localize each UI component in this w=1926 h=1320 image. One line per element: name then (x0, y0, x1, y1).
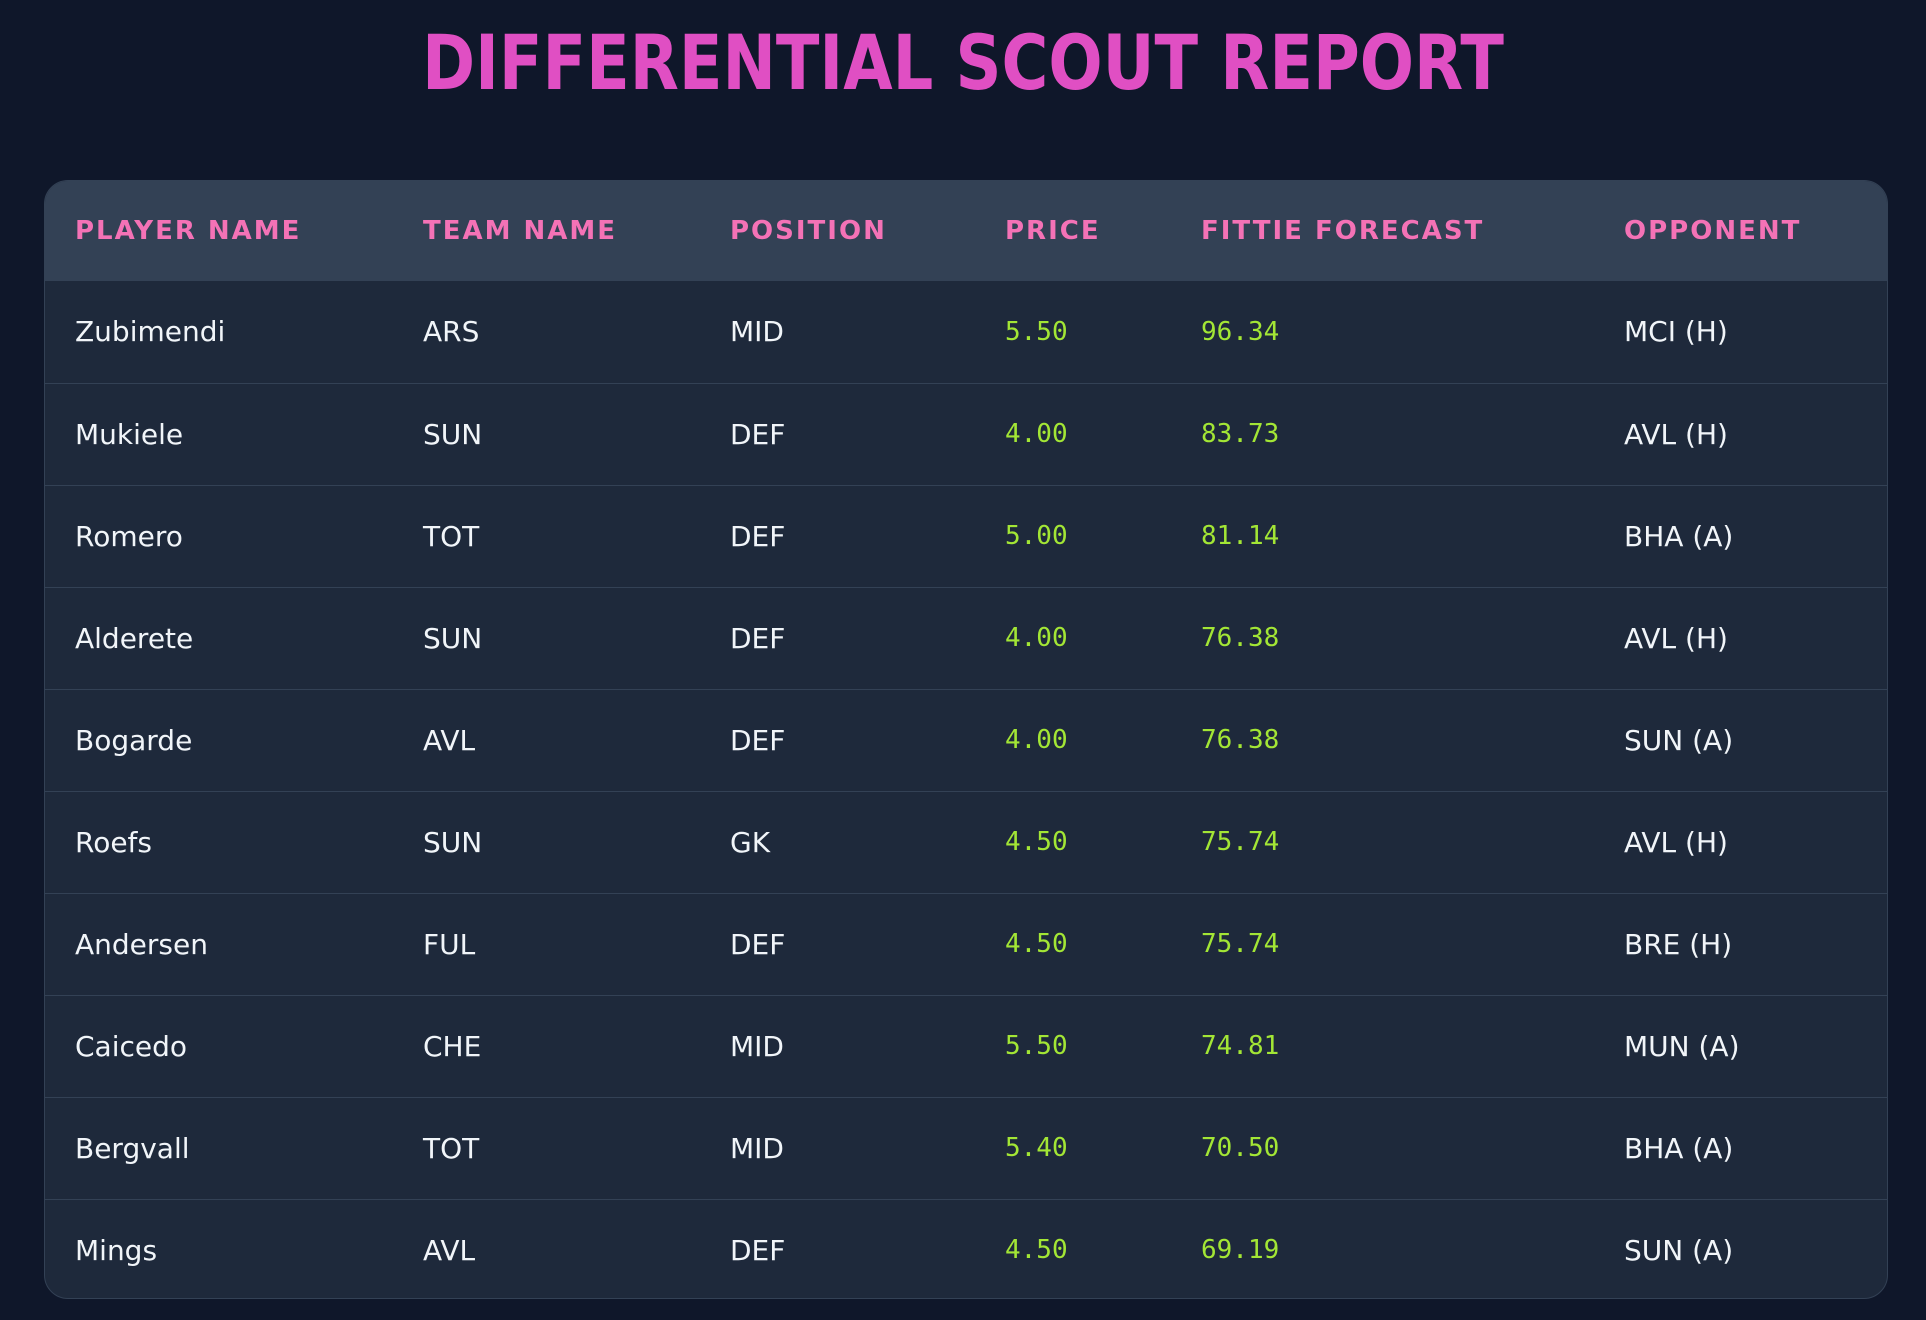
player-name-cell: Mukiele (75, 417, 184, 451)
price-cell: 4.00 (1005, 419, 1068, 449)
fittie-forecast-cell: 83.73 (1201, 419, 1280, 449)
position-cell: DEF (730, 417, 786, 451)
team-name-cell: AVL (423, 723, 476, 757)
column-header-team-name[interactable]: Team Name (423, 216, 618, 246)
column-header-opponent[interactable]: Opponent (1624, 216, 1802, 246)
player-name-cell: Mings (75, 1233, 158, 1267)
team-name-cell: CHE (423, 1029, 482, 1063)
price-cell: 4.00 (1005, 623, 1068, 653)
position-cell: GK (730, 825, 771, 859)
team-name-cell: SUN (423, 417, 483, 451)
opponent-cell: BRE (H) (1624, 927, 1733, 961)
opponent-cell: SUN (A) (1624, 1233, 1734, 1267)
player-name-cell: Bergvall (75, 1131, 190, 1165)
player-name-cell: Caicedo (75, 1029, 188, 1063)
scout-table: Player Name Team Name Position Price Fit… (45, 181, 1887, 1298)
fittie-forecast-cell: 96.34 (1201, 316, 1280, 347)
opponent-cell: MCI (H) (1624, 315, 1728, 349)
price-cell: 4.00 (1005, 725, 1068, 755)
position-cell: MID (730, 315, 784, 349)
column-header-price[interactable]: Price (1005, 216, 1101, 246)
table-body: Zubimendi ARS MID 5.50 96.34 MCI (H) Mukiele SU… (45, 281, 1887, 1298)
position-cell: MID (730, 1029, 784, 1063)
fittie-forecast-cell: 75.74 (1201, 929, 1280, 959)
opponent-cell: SUN (A) (1624, 723, 1734, 757)
team-name-cell: FUL (423, 927, 476, 961)
position-cell: DEF (730, 1233, 786, 1267)
table-row[interactable]: Mukiele SUN DEF 4.00 83.73 AVL (H) (45, 383, 1887, 485)
column-header-player-name[interactable]: Player Name (75, 216, 302, 246)
price-cell: 4.50 (1005, 929, 1068, 959)
price-cell: 5.50 (1005, 316, 1068, 347)
table-row[interactable]: Bogarde AVL DEF 4.00 76.38 SUN (A) (45, 689, 1887, 791)
fittie-forecast-cell: 76.38 (1201, 623, 1280, 653)
opponent-cell: AVL (H) (1624, 417, 1728, 451)
table-row[interactable]: Andersen FUL DEF 4.50 75.74 BRE (H) (45, 893, 1887, 995)
position-cell: DEF (730, 927, 786, 961)
opponent-cell: BHA (A) (1624, 1131, 1734, 1165)
price-cell: 4.50 (1005, 827, 1068, 857)
opponent-cell: AVL (H) (1624, 825, 1728, 859)
table-header: Player Name Team Name Position Price Fit… (45, 181, 1887, 281)
player-name-cell: Alderete (75, 621, 194, 655)
team-name-cell: TOT (423, 1131, 480, 1165)
player-name-cell: Bogarde (75, 723, 193, 757)
position-cell: DEF (730, 621, 786, 655)
fittie-forecast-cell: 81.14 (1201, 521, 1280, 551)
opponent-cell: BHA (A) (1624, 519, 1734, 553)
player-name-cell: Roefs (75, 825, 152, 859)
table-row[interactable]: Alderete SUN DEF 4.00 76.38 AVL (H) (45, 587, 1887, 689)
table-header-row: Player Name Team Name Position Price Fit… (45, 181, 1887, 281)
page-title: Differential Scout Report (422, 18, 1504, 107)
position-cell: DEF (730, 519, 786, 553)
fittie-forecast-cell: 70.50 (1201, 1133, 1280, 1163)
team-name-cell: SUN (423, 825, 483, 859)
team-name-cell: AVL (423, 1233, 476, 1267)
column-header-fittie-forecast[interactable]: Fittie Forecast (1201, 216, 1485, 246)
position-cell: MID (730, 1131, 784, 1165)
team-name-cell: SUN (423, 621, 483, 655)
table-row[interactable]: Zubimendi ARS MID 5.50 96.34 MCI (H) (45, 281, 1887, 383)
player-name-cell: Zubimendi (75, 315, 226, 349)
player-name-cell: Andersen (75, 927, 208, 961)
opponent-cell: MUN (A) (1624, 1029, 1740, 1063)
table-row[interactable]: Caicedo CHE MID 5.50 74.81 MUN (A) (45, 995, 1887, 1097)
team-name-cell: ARS (423, 315, 480, 349)
scout-table-card: Player Name Team Name Position Price Fit… (44, 180, 1888, 1299)
position-cell: DEF (730, 723, 786, 757)
fittie-forecast-cell: 76.38 (1201, 725, 1280, 755)
fittie-forecast-cell: 74.81 (1201, 1031, 1280, 1061)
opponent-cell: AVL (H) (1624, 621, 1728, 655)
price-cell: 5.00 (1005, 521, 1068, 551)
team-name-cell: TOT (423, 519, 480, 553)
price-cell: 5.40 (1005, 1133, 1068, 1163)
table-row[interactable]: Roefs SUN GK 4.50 75.74 AVL (H) (45, 791, 1887, 893)
table-row[interactable]: Romero TOT DEF 5.00 81.14 BHA (A) (45, 485, 1887, 587)
price-cell: 5.50 (1005, 1031, 1068, 1061)
price-cell: 4.50 (1005, 1235, 1068, 1266)
column-header-position[interactable]: Position (730, 216, 887, 246)
player-name-cell: Romero (75, 519, 183, 553)
fittie-forecast-cell: 75.74 (1201, 827, 1280, 857)
table-row[interactable]: Mings AVL DEF 4.50 69.19 SUN (A) (45, 1199, 1887, 1298)
table-row[interactable]: Bergvall TOT MID 5.40 70.50 BHA (A) (45, 1097, 1887, 1199)
fittie-forecast-cell: 69.19 (1201, 1235, 1280, 1266)
